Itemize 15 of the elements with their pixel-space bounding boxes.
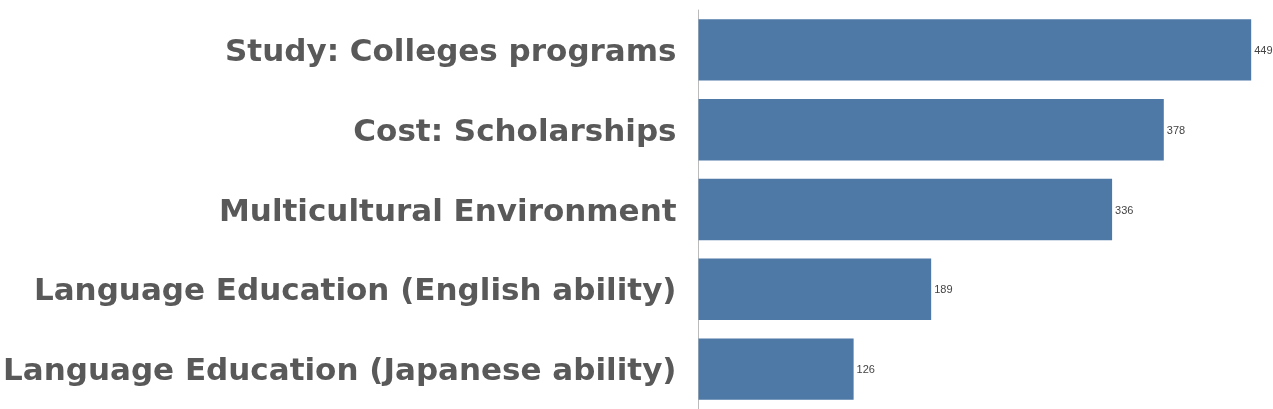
data-label: 378 (1166, 123, 1186, 136)
data-label: 336 (1115, 203, 1134, 216)
y-tick-label: Cost: Scholarships (353, 111, 677, 148)
data-label: 126 (856, 363, 875, 376)
bar (698, 338, 854, 400)
bar (698, 258, 932, 321)
bar (698, 98, 1164, 161)
y-tick-label: Study: Colleges programs (225, 31, 677, 68)
y-tick-label: Language Education (Japanese ability) (2, 351, 677, 388)
y-tick-label: Language Education (English ability) (33, 271, 677, 308)
data-label: 189 (934, 283, 953, 296)
y-tick-label: Multicultural Environment (219, 191, 677, 228)
bar (698, 178, 1113, 241)
bar (698, 19, 1252, 81)
data-label: 449 (1254, 43, 1273, 56)
